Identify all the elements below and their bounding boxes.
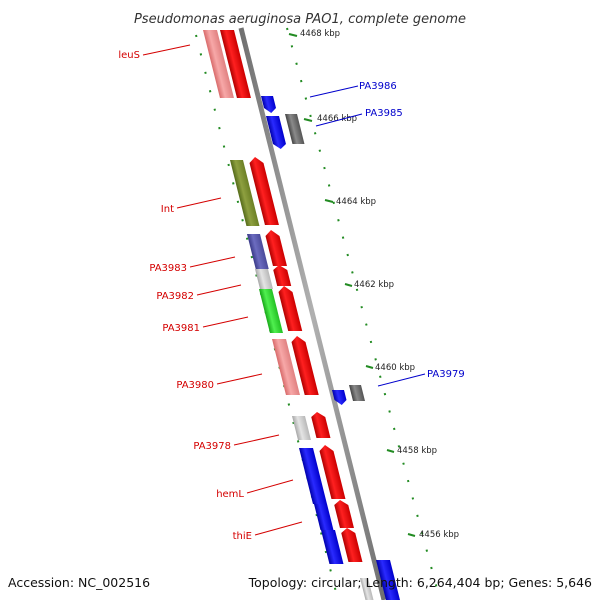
- gene-heml-cog: [299, 448, 327, 504]
- gene-pa3980-arrow: [291, 336, 319, 395]
- tick-label: 4464 kbp: [336, 197, 376, 207]
- gene-pa3980-cog: [272, 339, 300, 395]
- gene-label-thie: thiE: [233, 531, 252, 542]
- genome-backbone: [238, 27, 387, 600]
- gene-heml-arrow: [319, 445, 346, 499]
- gene-pa3981-arrow: [278, 286, 303, 331]
- gene-next-arrow: [341, 528, 363, 562]
- tick-mark: [324, 199, 334, 203]
- gene-next-cog: [321, 530, 344, 564]
- callout-pa3986: [309, 85, 359, 98]
- gene-label-pa3983: PA3983: [149, 263, 187, 274]
- gene-label-pa3985: PA3985: [365, 108, 403, 119]
- callout-pa3981: [202, 316, 249, 328]
- gene-pa3978-arrow: [311, 412, 331, 438]
- gene-pa3979-cog: [349, 385, 365, 401]
- callout-pa3979: [377, 373, 426, 387]
- callout-thie: [254, 521, 303, 536]
- gene-label-heml: hemL: [216, 489, 244, 500]
- callout-pa3985: [315, 113, 363, 127]
- tick-label: 4468 kbp: [300, 29, 340, 39]
- gene-leus-arrow: [220, 30, 251, 98]
- gene-pa3979-blue: [332, 390, 347, 405]
- tick-label: 4458 kbp: [397, 446, 437, 456]
- tick-mark: [303, 118, 313, 122]
- tick-mark: [288, 33, 298, 37]
- gene-pa3978-cog: [292, 416, 311, 440]
- gene-partial-gray: [360, 578, 374, 600]
- tick-label: 4460 kbp: [375, 363, 415, 373]
- gene-pa3986: [261, 96, 276, 113]
- kbp-ticks: 4468 kbp 4466 kbp 4464 kbp 4462 kbp 4460…: [288, 29, 459, 540]
- gene-labels-left: leuS Int PA3983 PA3982 PA3981 PA3980 PA3…: [118, 50, 252, 542]
- tick-mark: [386, 449, 395, 453]
- gene-label-pa3982: PA3982: [156, 291, 194, 302]
- gene-int-cog: [230, 160, 260, 226]
- gene-pa3983-cog: [247, 234, 269, 269]
- gene-labels-right: PA3986 PA3985 PA3979: [359, 81, 465, 380]
- gene-pa3985-cog: [285, 114, 305, 144]
- tick-mark: [365, 365, 374, 369]
- gene-features: [203, 30, 400, 600]
- tick-label: 4456 kbp: [419, 530, 459, 540]
- callout-heml: [246, 479, 294, 494]
- gene-pa3983-arrow: [265, 230, 287, 266]
- gene-label-leus: leuS: [118, 50, 140, 61]
- gene-thie-arrow: [334, 500, 354, 528]
- gene-partial-blue: [376, 560, 400, 600]
- gene-label-pa3981: PA3981: [162, 323, 200, 334]
- gene-label-pa3978: PA3978: [193, 441, 231, 452]
- tick-label: 4466 kbp: [317, 114, 357, 124]
- gene-int-arrow: [249, 157, 279, 225]
- tick-mark: [407, 533, 416, 537]
- callout-pa3980: [216, 373, 263, 385]
- tick-mark: [344, 283, 353, 287]
- gene-label-pa3986: PA3986: [359, 81, 397, 92]
- callout-lines: [142, 44, 426, 536]
- tick-label: 4462 kbp: [354, 280, 394, 290]
- callout-int: [176, 197, 222, 209]
- callout-pa3983: [189, 256, 236, 268]
- gene-pa3982-arrow: [273, 265, 292, 286]
- gene-label-pa3979: PA3979: [427, 369, 465, 380]
- map-title: Pseudomonas aeruginosa PAO1, complete ge…: [134, 12, 466, 27]
- gene-label-pa3980: PA3980: [176, 380, 214, 391]
- genome-summary: Topology: circular; Length: 6,264,404 bp…: [248, 575, 592, 590]
- callout-leus: [142, 44, 191, 56]
- gene-label-int: Int: [161, 204, 174, 215]
- gene-leus-cog: [203, 30, 234, 98]
- accession-label: Accession: NC_002516: [8, 575, 150, 590]
- callout-pa3978: [233, 434, 280, 446]
- gene-thie-cog: [314, 504, 334, 530]
- gene-pa3981-cog: [259, 289, 283, 333]
- gene-pa3982-cog: [255, 269, 273, 289]
- callout-pa3982: [196, 284, 242, 296]
- gene-pa3985-blue: [266, 116, 286, 149]
